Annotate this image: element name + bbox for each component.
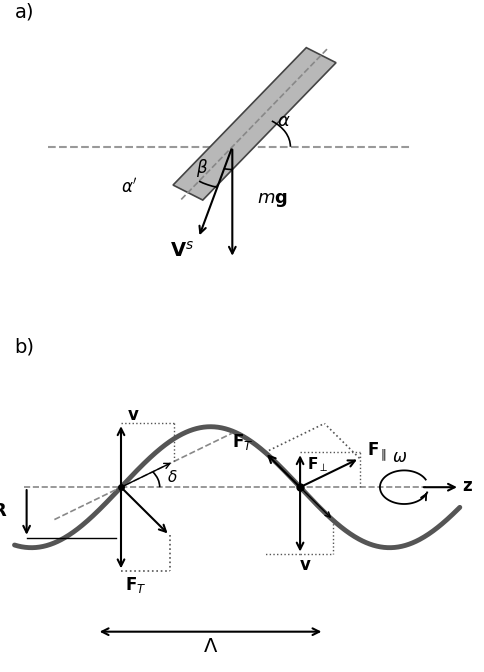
Polygon shape [173,48,336,200]
Text: $\mathbf{F}_T$: $\mathbf{F}_T$ [232,432,254,452]
Text: $\omega$: $\omega$ [392,448,407,466]
Text: $\beta$: $\beta$ [196,157,208,179]
Text: a): a) [15,3,34,22]
Text: $\mathbf{z}$: $\mathbf{z}$ [462,476,473,495]
Text: $\mathbf{v}$: $\mathbf{v}$ [127,406,139,424]
Text: $\mathbf{V}^s$: $\mathbf{V}^s$ [169,241,194,261]
Text: $\alpha$: $\alpha$ [276,112,290,130]
Text: b): b) [15,338,34,357]
Text: $\Lambda$: $\Lambda$ [203,637,218,656]
Text: $m\mathbf{g}$: $m\mathbf{g}$ [257,191,287,209]
Text: $\alpha'$: $\alpha'$ [121,177,138,196]
Text: $\mathbf{R}$: $\mathbf{R}$ [0,502,8,519]
Text: $\mathbf{F}_\parallel$: $\mathbf{F}_\parallel$ [367,440,387,463]
Text: $\mathbf{F}_T$: $\mathbf{F}_T$ [125,575,146,595]
Text: $\mathbf{F}_\perp$: $\mathbf{F}_\perp$ [307,456,329,474]
Text: $\mathbf{v}$: $\mathbf{v}$ [299,556,311,573]
Text: $\delta$: $\delta$ [167,469,178,485]
